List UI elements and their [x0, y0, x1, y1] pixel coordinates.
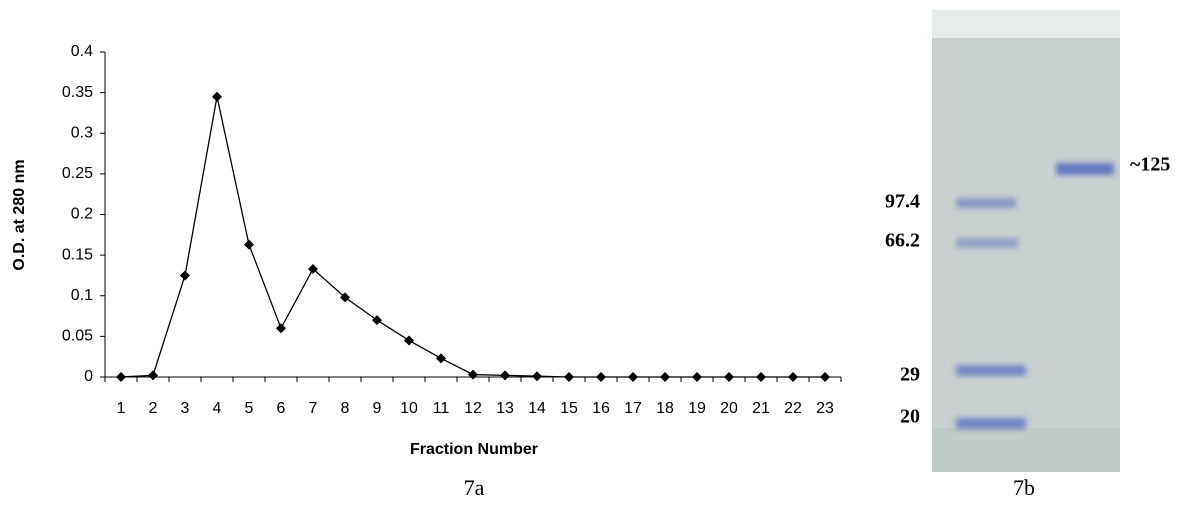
marker: [212, 91, 222, 102]
x-tick-label: 22: [784, 400, 802, 417]
x-axis-label: Fraction Number: [410, 441, 538, 458]
marker: [244, 239, 254, 250]
marker: [692, 372, 702, 382]
marker: [660, 372, 670, 382]
x-tick-label: 11: [433, 400, 450, 417]
marker-label: 97.4: [885, 191, 920, 213]
x-tick-label: 14: [528, 400, 546, 417]
x-tick-label: 10: [400, 400, 418, 417]
gel-wells: [932, 10, 1120, 38]
x-tick-label: 6: [277, 400, 286, 417]
marker: [724, 372, 734, 382]
x-tick-label: 23: [816, 400, 834, 417]
marker: [308, 263, 318, 274]
x-tick-label: 5: [245, 400, 254, 417]
band: [1056, 163, 1114, 175]
y-axis-label: O.D. at 280 nm: [11, 159, 28, 270]
x-tick-label: 21: [752, 400, 770, 417]
x-tick-label: 9: [373, 400, 382, 417]
marker: [820, 372, 830, 382]
x-tick-label: 8: [341, 400, 350, 417]
marker: [372, 315, 382, 326]
x-tick-label: 16: [592, 400, 610, 417]
marker: [468, 369, 478, 380]
y-tick-label: 0.3: [71, 124, 93, 141]
marker: [628, 372, 638, 382]
marker-label: 29: [900, 364, 920, 386]
x-tick-label: 12: [464, 400, 482, 417]
marker: [276, 323, 286, 334]
marker: [180, 270, 190, 281]
gel-caption: 7b: [1013, 475, 1035, 500]
caption: 7a: [464, 475, 485, 500]
marker-label: 66.2: [885, 230, 920, 252]
band: [956, 365, 1026, 376]
x-tick-label: 13: [496, 400, 514, 417]
x-tick-label: 17: [624, 400, 642, 417]
x-tick-label: 2: [149, 400, 158, 417]
y-tick-label: 0.2: [71, 206, 93, 223]
marker: [756, 372, 766, 382]
band: [956, 418, 1026, 429]
x-tick-label: 3: [181, 400, 190, 417]
y-tick-label: 0.35: [62, 84, 93, 101]
y-tick-label: 0: [84, 368, 93, 385]
marker: [404, 335, 414, 346]
marker: [564, 372, 574, 382]
x-tick-label: 15: [560, 400, 578, 417]
marker: [500, 370, 510, 381]
x-tick-label: 20: [720, 400, 738, 417]
y-tick-label: 0.05: [62, 328, 93, 345]
x-tick-label: 7: [309, 400, 318, 417]
x-tick-label: 4: [213, 400, 222, 417]
x-tick-label: 18: [656, 400, 674, 417]
gel-bottom: [932, 428, 1120, 472]
line: [120, 96, 825, 378]
bands: [956, 163, 1114, 429]
marker: [340, 292, 350, 303]
marker: [116, 372, 126, 382]
y-tick-label: 0.15: [62, 246, 93, 263]
x-tick-label: 1: [117, 400, 126, 417]
marker-label: 20: [900, 406, 920, 428]
marker: [788, 372, 798, 382]
marker: [596, 372, 606, 382]
y-tick-label: 0.25: [62, 165, 93, 182]
y-tick-label: 0.1: [71, 287, 93, 304]
band: [956, 198, 1016, 208]
marker: [148, 370, 158, 381]
marker: [532, 371, 542, 382]
gel-image: [932, 10, 1120, 472]
band: [956, 238, 1018, 248]
y-tick-label: 0.4: [71, 43, 93, 60]
band-label: ~125: [1130, 154, 1170, 176]
marker: [436, 353, 446, 364]
x-tick-label: 19: [688, 400, 706, 417]
